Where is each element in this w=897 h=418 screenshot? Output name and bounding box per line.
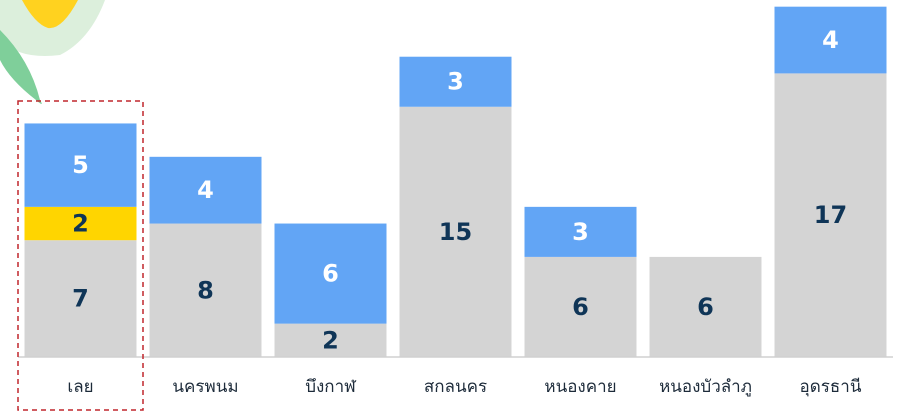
- x-tick-label: นครพนม: [172, 377, 238, 397]
- value-label: 5: [72, 151, 89, 179]
- value-label: 4: [822, 26, 839, 54]
- value-label: 6: [572, 293, 589, 321]
- value-label: 15: [439, 218, 472, 246]
- value-label: 6: [697, 293, 714, 321]
- value-label: 8: [197, 276, 214, 304]
- value-label: 4: [197, 176, 214, 204]
- x-tick-label: อุดรธานี: [800, 377, 862, 397]
- value-label: 2: [322, 326, 339, 354]
- value-label: 7: [72, 285, 89, 313]
- value-label: 17: [814, 201, 847, 229]
- x-tick-label: เลย: [67, 377, 93, 397]
- value-label: 3: [572, 218, 589, 246]
- x-tick-label: หนองบัวลำภู: [659, 377, 752, 397]
- x-tick-label: หนองคาย: [544, 377, 616, 397]
- value-label: 2: [72, 210, 89, 238]
- x-tick-label: สกลนคร: [424, 377, 487, 397]
- chart: 7 2 5 เลย 8 4 นครพนม 2 6 บึงกาฬ 15 3 สกลนคร 6 3 หนองคาย…: [0, 0, 897, 418]
- x-tick-label: บึงกาฬ: [305, 377, 357, 397]
- value-label: 6: [322, 260, 339, 288]
- value-label: 3: [447, 68, 464, 96]
